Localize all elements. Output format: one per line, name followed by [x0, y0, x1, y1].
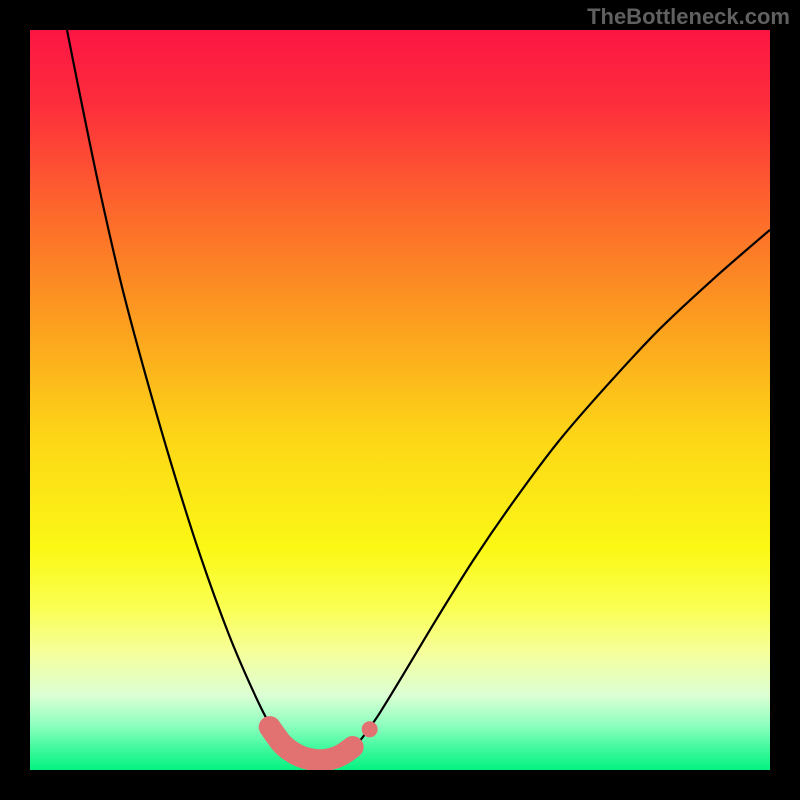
chart-svg	[30, 30, 770, 770]
watermark-text: TheBottleneck.com	[587, 4, 790, 30]
plot-area	[30, 30, 770, 770]
gradient-background	[30, 30, 770, 770]
chart-container: TheBottleneck.com	[0, 0, 800, 800]
highlight-dot	[362, 721, 378, 737]
